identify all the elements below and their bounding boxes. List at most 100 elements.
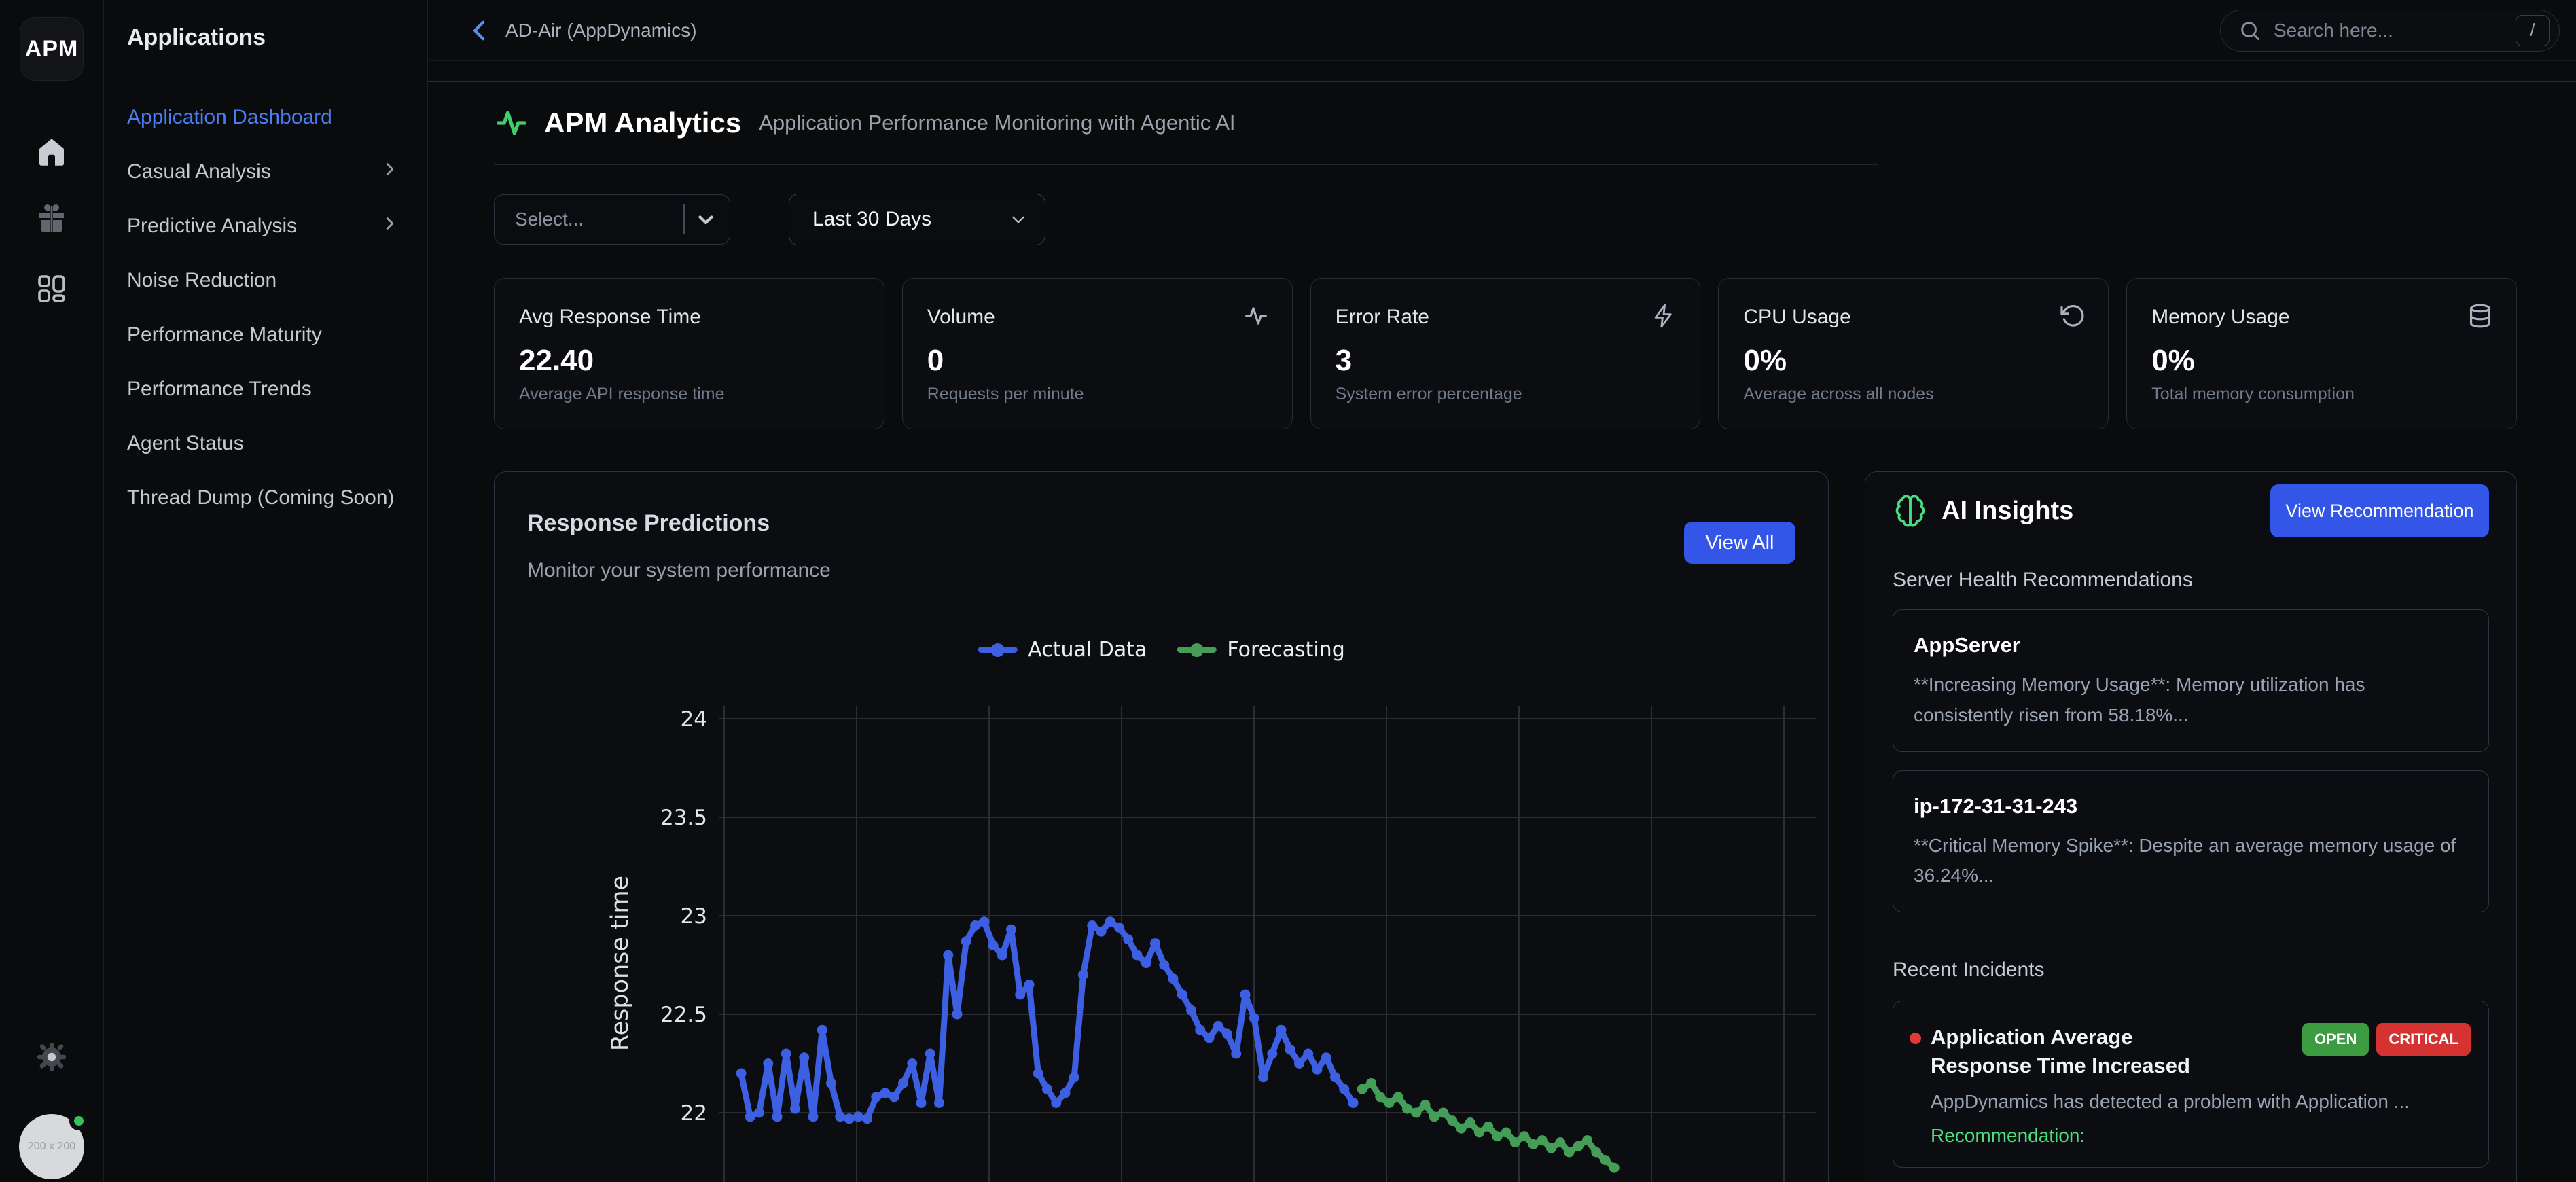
stat-value: 0% [2151, 344, 2195, 377]
server-health-section-title: Server Health Recommendations [1893, 569, 2193, 591]
sidebar-item-casual-analysis[interactable]: Casual Analysis [127, 145, 400, 199]
stat-cards-row: Avg Response Time 22.40 Average API resp… [494, 278, 2517, 429]
stat-title: CPU Usage [1743, 306, 1851, 328]
view-recommendation-button[interactable]: View Recommendation [2270, 484, 2489, 537]
sidebar-item-performance-maturity[interactable]: Performance Maturity [127, 308, 400, 362]
panel-subtitle: Monitor your system performance [527, 559, 831, 581]
zap-icon [1651, 303, 1677, 329]
recent-incidents-section-title: Recent Incidents [1893, 959, 2045, 982]
stat-value: 0% [1743, 344, 1787, 377]
chevron-right-icon [380, 159, 400, 185]
stat-title: Error Rate [1335, 306, 1429, 328]
settings-gear-icon[interactable] [34, 1039, 69, 1075]
legend-label: Actual Data [1028, 638, 1147, 662]
apm-logo: APM [20, 17, 84, 81]
main-area: AD-Air (AppDynamics) Search here... / AP… [428, 0, 2576, 1182]
legend-actual-data[interactable]: Actual Data [978, 638, 1147, 662]
recommendation-card-ip-172-31-31-243[interactable]: ip-172-31-31-243 **Critical Memory Spike… [1893, 770, 2489, 913]
sidebar-item-agent-status[interactable]: Agent Status [127, 416, 400, 471]
search-input[interactable]: Search here... / [2220, 9, 2560, 52]
stat-description: Total memory consumption [2151, 384, 2355, 404]
incident-severity-dot [1910, 1033, 1921, 1045]
stat-card-avg-response-time: Avg Response Time 22.40 Average API resp… [494, 278, 884, 429]
sidebar-item-performance-trends[interactable]: Performance Trends [127, 362, 400, 416]
sidebar-title: Applications [127, 24, 266, 50]
header-divider [494, 164, 1878, 165]
activity-icon [1243, 303, 1269, 329]
page-title: APM Analytics [544, 107, 742, 139]
ai-insights-title: AI Insights [1942, 496, 2074, 525]
view-all-button[interactable]: View All [1684, 522, 1795, 564]
stat-description: System error percentage [1335, 384, 1522, 404]
time-range-select[interactable]: Last 30 Days [789, 194, 1045, 245]
page-header: APM Analytics Application Performance Mo… [494, 96, 2517, 149]
search-shortcut-key: / [2516, 14, 2550, 46]
sidebar-item-noise-reduction[interactable]: Noise Reduction [127, 253, 400, 308]
database-icon [2467, 303, 2493, 329]
sidebar-item-thread-dump[interactable]: Thread Dump (Coming Soon) [127, 471, 400, 525]
ai-insights-panel: AI Insights View Recommendation Server H… [1865, 471, 2517, 1182]
recommendation-host: ip-172-31-31-243 [1914, 793, 2078, 818]
back-button[interactable] [463, 14, 496, 47]
rotate-ccw-icon [2059, 303, 2085, 329]
stat-description: Average API response time [519, 384, 725, 404]
home-icon[interactable] [34, 134, 69, 169]
incident-card-response-time[interactable]: Application Average Response Time Increa… [1893, 1001, 2489, 1168]
incident-description: AppDynamics has detected a problem with … [1931, 1090, 2410, 1112]
panel-title: Response Predictions [527, 510, 770, 536]
search-placeholder: Search here... [2274, 19, 2393, 41]
stat-card-error-rate: Error Rate 3 System error percentage [1310, 278, 1701, 429]
gift-icon[interactable] [34, 200, 69, 236]
sidebar-item-label: Application Dashboard [127, 106, 332, 128]
stat-card-memory-usage: Memory Usage 0% Total memory consumption [2126, 278, 2517, 429]
stat-value: 0 [927, 344, 944, 377]
icon-rail: APM [0, 0, 104, 1182]
recommendation-host: AppServer [1914, 633, 2020, 657]
stat-title: Avg Response Time [519, 306, 701, 328]
chart-legend: Actual Data Forecasting [978, 638, 1345, 662]
recommendation-card-appserver[interactable]: AppServer **Increasing Memory Usage**: M… [1893, 609, 2489, 752]
incident-header-row: Application Average Response Time Increa… [1910, 1023, 2471, 1080]
incident-badges: OPEN CRITICAL [2302, 1023, 2471, 1056]
breadcrumb: AD-Air (AppDynamics) [505, 19, 697, 41]
top-bar: AD-Air (AppDynamics) Search here... / [428, 0, 2576, 61]
stat-value: 3 [1335, 344, 1353, 377]
chevron-down-icon [1012, 216, 1024, 223]
time-range-value: Last 30 Days [812, 208, 932, 230]
chevron-left-icon [473, 20, 485, 40]
dashboard-grid-icon[interactable] [34, 271, 69, 306]
chevron-down-icon [698, 215, 713, 225]
svg-text:24: 24 [681, 707, 707, 732]
filter-row: Select... Last 30 Days [494, 194, 2517, 245]
status-badge-critical: CRITICAL [2376, 1023, 2471, 1056]
sidebar-item-predictive-analysis[interactable]: Predictive Analysis [127, 199, 400, 253]
sidebar-item-label: Noise Reduction [127, 269, 277, 291]
sidebar-item-label: Casual Analysis [127, 160, 271, 183]
ai-insights-header: AI Insights View Recommendation [1893, 484, 2489, 537]
stat-title: Volume [927, 306, 995, 328]
sidebar-item-label: Performance Trends [127, 378, 312, 400]
stat-card-volume: Volume 0 Requests per minute [901, 278, 1293, 429]
legend-swatch-blue [978, 647, 1018, 653]
sidebar-item-label: Thread Dump (Coming Soon) [127, 486, 395, 509]
legend-label: Forecasting [1227, 638, 1345, 662]
stat-card-cpu-usage: CPU Usage 0% Average across all nodes [1718, 278, 2109, 429]
stat-title: Memory Usage [2151, 306, 2290, 328]
content-area: APM Analytics Application Performance Mo… [428, 81, 2576, 1182]
user-avatar[interactable]: 200 x 200 [19, 1111, 88, 1179]
incident-title: Application Average Response Time Increa… [1931, 1025, 2190, 1078]
search-icon [2241, 21, 2260, 40]
svg-text:Response time: Response time [607, 876, 634, 1051]
stat-description: Requests per minute [927, 384, 1084, 404]
stat-description: Average across all nodes [1743, 384, 1934, 404]
svg-text:23: 23 [681, 904, 707, 929]
sidebar-item-application-dashboard[interactable]: Application Dashboard [127, 90, 400, 145]
activity-pulse-icon [496, 111, 527, 135]
application-select[interactable]: Select... [494, 194, 730, 245]
incident-recommendation-label: Recommendation: [1931, 1124, 2086, 1146]
stat-value: 22.40 [519, 344, 594, 377]
legend-forecasting[interactable]: Forecasting [1177, 638, 1345, 662]
sidebar: Applications Application Dashboard Casua… [104, 0, 428, 1182]
svg-text:22.5: 22.5 [660, 1003, 707, 1027]
